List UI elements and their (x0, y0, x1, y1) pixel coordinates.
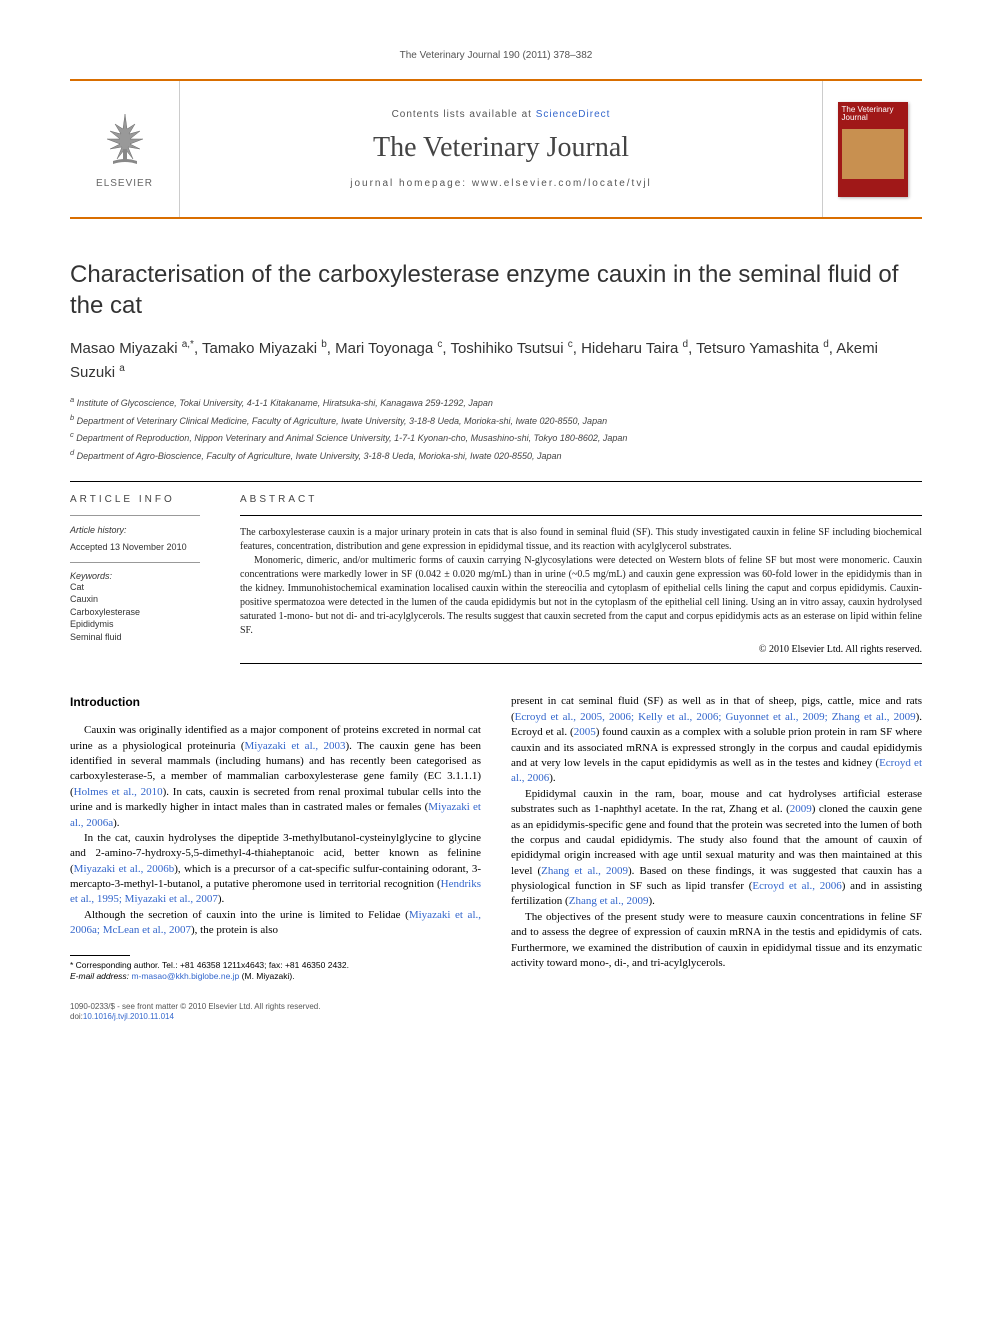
history-label: Article history: (70, 524, 220, 537)
journal-homepage: journal homepage: www.elsevier.com/locat… (350, 178, 652, 189)
keyword: Carboxylesterase (70, 606, 220, 619)
publisher-logo-cell: ELSEVIER (70, 81, 180, 217)
email-label: E-mail address: (70, 971, 129, 981)
abstract-text: The carboxylesterase cauxin is a major u… (240, 526, 922, 638)
footer-info: 1090-0233/$ - see front matter © 2010 El… (70, 1002, 481, 1023)
copyright: © 2010 Elsevier Ltd. All rights reserved… (240, 644, 922, 655)
journal-reference: The Veterinary Journal 190 (2011) 378–38… (70, 50, 922, 61)
page: The Veterinary Journal 190 (2011) 378–38… (0, 0, 992, 1073)
info-divider (70, 515, 200, 516)
body-columns: Introduction Cauxin was originally ident… (70, 694, 922, 1022)
corr-email-line: E-mail address: m-masao@kkh.biglobe.ne.j… (70, 971, 481, 982)
affiliation-line: d Department of Agro-Bioscience, Faculty… (70, 447, 922, 464)
cover-image-placeholder (842, 129, 904, 179)
abstract-para-2: Monomeric, dimeric, and/or multimeric fo… (240, 554, 922, 638)
accepted-date: Accepted 13 November 2010 (70, 541, 220, 554)
header-box: ELSEVIER Contents lists available at Sci… (70, 79, 922, 219)
body-para: The objectives of the present study were… (511, 910, 922, 972)
authors: Masao Miyazaki a,*, Tamako Miyazaki b, M… (70, 337, 922, 384)
affiliation-line: c Department of Reproduction, Nippon Vet… (70, 429, 922, 446)
corresponding-author-footnote: * Corresponding author. Tel.: +81 46358 … (70, 960, 481, 982)
issn-line: 1090-0233/$ - see front matter © 2010 El… (70, 1002, 481, 1012)
info-divider (70, 562, 200, 563)
article-info-column: ARTICLE INFO Article history: Accepted 1… (70, 482, 240, 664)
keyword: Epididymis (70, 618, 220, 631)
keywords-list: CatCauxinCarboxylesteraseEpididymisSemin… (70, 581, 220, 644)
body-para: In the cat, cauxin hydrolyses the dipept… (70, 831, 481, 908)
body-para: Epididymal cauxin in the ram, boar, mous… (511, 787, 922, 910)
article-info-label: ARTICLE INFO (70, 494, 220, 505)
elsevier-tree-icon (95, 109, 155, 169)
keyword: Seminal fluid (70, 631, 220, 644)
journal-cover-thumbnail: The Veterinary Journal (838, 102, 908, 197)
keyword: Cat (70, 581, 220, 594)
contents-available: Contents lists available at ScienceDirec… (392, 109, 611, 120)
cover-cell: The Veterinary Journal (822, 81, 922, 217)
affiliation-line: a Institute of Glycoscience, Tokai Unive… (70, 394, 922, 411)
body-para: present in cat seminal fluid (SF) as wel… (511, 694, 922, 786)
article-title: Characterisation of the carboxylesterase… (70, 259, 922, 321)
abstract-label: ABSTRACT (240, 494, 922, 505)
sciencedirect-link[interactable]: ScienceDirect (536, 109, 611, 120)
contents-prefix: Contents lists available at (392, 109, 536, 120)
abstract-bottom-divider (240, 663, 922, 664)
corr-author-line: * Corresponding author. Tel.: +81 46358 … (70, 960, 481, 971)
doi-label: doi: (70, 1012, 83, 1021)
cover-title: The Veterinary Journal (842, 106, 904, 124)
header-center: Contents lists available at ScienceDirec… (180, 81, 822, 217)
footnote-separator (70, 955, 130, 956)
publisher-name: ELSEVIER (95, 178, 155, 189)
affiliation-line: b Department of Veterinary Clinical Medi… (70, 412, 922, 429)
introduction-heading: Introduction (70, 694, 481, 711)
body-para: Although the secretion of cauxin into th… (70, 908, 481, 939)
left-column: Introduction Cauxin was originally ident… (70, 694, 481, 1022)
doi-link[interactable]: 10.1016/j.tvjl.2010.11.014 (83, 1012, 174, 1021)
doi-line: doi:10.1016/j.tvjl.2010.11.014 (70, 1012, 481, 1022)
abstract-divider (240, 515, 922, 516)
abstract-column: ABSTRACT The carboxylesterase cauxin is … (240, 482, 922, 664)
keywords-label: Keywords: (70, 571, 220, 581)
abstract-para-1: The carboxylesterase cauxin is a major u… (240, 526, 922, 554)
right-column: present in cat seminal fluid (SF) as wel… (511, 694, 922, 1022)
corr-email-link[interactable]: m-masao@kkh.biglobe.ne.jp (131, 971, 239, 981)
affiliations: a Institute of Glycoscience, Tokai Unive… (70, 394, 922, 463)
email-author: (M. Miyazaki). (242, 971, 295, 981)
info-abstract-row: ARTICLE INFO Article history: Accepted 1… (70, 482, 922, 664)
journal-name: The Veterinary Journal (373, 132, 629, 164)
elsevier-logo: ELSEVIER (95, 109, 155, 189)
keyword: Cauxin (70, 593, 220, 606)
body-para: Cauxin was originally identified as a ma… (70, 723, 481, 831)
